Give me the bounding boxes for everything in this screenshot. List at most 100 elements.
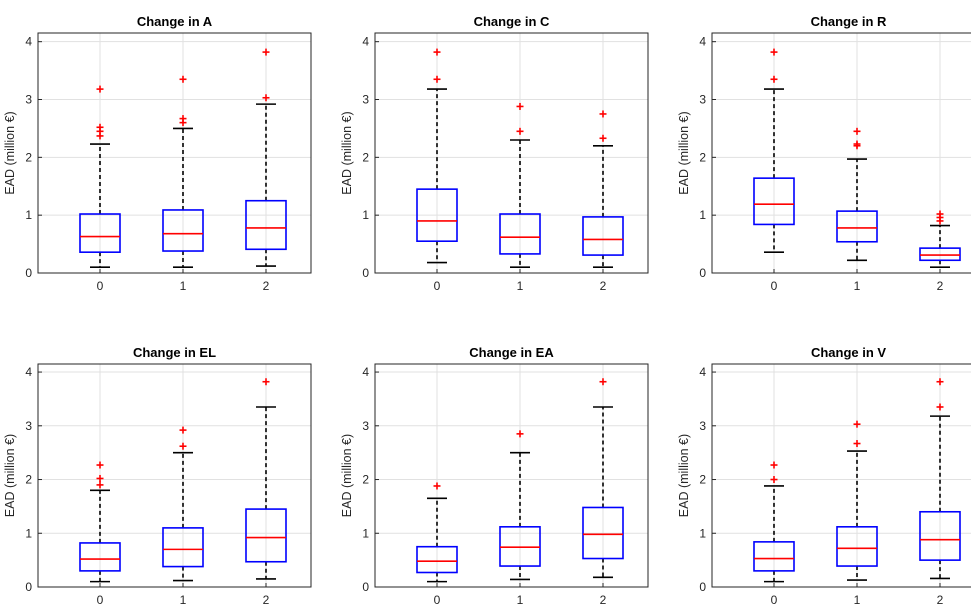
y-tick-label: 4: [699, 35, 706, 49]
chart-panel-4: 0 1 2 3 4 0 1 2 Change in EA EAD (million €): [340, 345, 649, 605]
outlier-marker: [770, 461, 778, 469]
y-tick-label: 0: [699, 580, 706, 594]
box-0: [753, 48, 795, 253]
box-2: [919, 210, 961, 269]
outlier-marker: [262, 48, 270, 56]
box-1: [836, 127, 878, 262]
outlier-marker: [599, 110, 607, 118]
y-tick-label: 0: [25, 266, 32, 280]
box-0: [753, 461, 795, 583]
outlier-marker: [936, 210, 944, 218]
x-tick-label: 2: [937, 593, 944, 605]
box-iqr: [582, 216, 624, 256]
outlier-marker: [433, 48, 441, 56]
y-tick-label: 1: [362, 208, 369, 222]
y-tick-label: 2: [362, 473, 369, 487]
boxes-group: [753, 378, 961, 583]
outlier-marker: [853, 420, 861, 428]
boxes-group: [416, 378, 624, 583]
x-tick-label: 2: [263, 593, 270, 605]
y-tick-label: 1: [362, 526, 369, 540]
chart-panel-3: 0 1 2 3 4 0 1 2 Change in EL EAD (million €): [3, 345, 312, 605]
outlier-marker: [853, 127, 861, 135]
y-tick-label: 1: [25, 526, 32, 540]
box-2: [245, 378, 287, 580]
box-iqr: [499, 213, 541, 255]
y-tick-label: 3: [25, 419, 32, 433]
chart-title: Change in C: [474, 14, 550, 29]
axes-frame: [37, 32, 312, 274]
outlier-marker: [936, 403, 944, 411]
plot-area: [375, 364, 648, 587]
boxes-group: [79, 48, 287, 269]
x-tick-label: 2: [600, 593, 607, 605]
outlier-marker: [853, 140, 861, 148]
x-tick-label: 2: [937, 279, 944, 293]
x-tick-label: 0: [97, 593, 104, 605]
axes-frame: [374, 363, 649, 588]
outlier-marker: [770, 476, 778, 484]
boxes-group: [416, 48, 624, 269]
y-tick-label: 1: [699, 526, 706, 540]
box-iqr: [79, 213, 121, 253]
box-0: [79, 461, 121, 583]
outlier-marker: [179, 426, 187, 434]
outlier-marker: [433, 75, 441, 83]
x-tick-label: 2: [600, 279, 607, 293]
chart-title: Change in EL: [133, 345, 216, 360]
y-tick-label: 4: [25, 365, 32, 379]
y-tick-label: 4: [362, 35, 369, 49]
y-tick-label: 3: [362, 93, 369, 107]
y-axis-label: EAD (million €): [3, 111, 17, 194]
outlier-marker: [516, 430, 524, 438]
outlier-marker: [433, 482, 441, 490]
axes-frame: [711, 363, 971, 588]
outlier-marker: [516, 102, 524, 110]
y-tick-label: 3: [699, 93, 706, 107]
y-tick-label: 3: [25, 93, 32, 107]
outlier-marker: [853, 440, 861, 448]
box-iqr: [245, 199, 287, 251]
outlier-marker: [262, 378, 270, 386]
x-tick-label: 1: [180, 279, 187, 293]
box-1: [162, 426, 204, 582]
box-0: [79, 85, 121, 269]
outlier-marker: [96, 474, 104, 482]
x-tick-label: 0: [97, 279, 104, 293]
box-iqr: [162, 527, 204, 568]
plot-area: [38, 364, 311, 587]
x-tick-label: 0: [771, 279, 778, 293]
box-1: [499, 430, 541, 581]
x-tick-label: 0: [434, 279, 441, 293]
y-tick-label: 3: [362, 419, 369, 433]
box-1: [162, 75, 204, 269]
box-iqr: [753, 177, 795, 226]
outlier-marker: [936, 378, 944, 386]
box-2: [919, 378, 961, 580]
outlier-marker: [96, 85, 104, 93]
outlier-marker: [599, 378, 607, 386]
y-axis-label: EAD (million €): [677, 434, 691, 517]
box-iqr: [416, 188, 458, 242]
box-1: [836, 420, 878, 581]
y-axis-label: EAD (million €): [677, 111, 691, 194]
box-iqr: [79, 542, 121, 572]
box-1: [499, 102, 541, 269]
outlier-marker: [96, 461, 104, 469]
box-0: [416, 482, 458, 583]
box-iqr: [836, 210, 878, 243]
x-tick-label: 1: [180, 593, 187, 605]
y-tick-label: 3: [699, 419, 706, 433]
axes-frame: [374, 32, 649, 274]
y-tick-label: 0: [25, 580, 32, 594]
y-tick-label: 0: [362, 266, 369, 280]
y-tick-label: 4: [699, 365, 706, 379]
x-tick-label: 1: [854, 593, 861, 605]
chart-panel-1: 0 1 2 3 4 0 1 2 Change in C EAD (million €): [340, 14, 649, 293]
axes-frame: [37, 363, 312, 588]
chart-title: Change in R: [811, 14, 887, 29]
box-iqr: [753, 541, 795, 572]
outlier-marker: [599, 134, 607, 142]
chart-title: Change in V: [811, 345, 886, 360]
y-tick-label: 0: [362, 580, 369, 594]
